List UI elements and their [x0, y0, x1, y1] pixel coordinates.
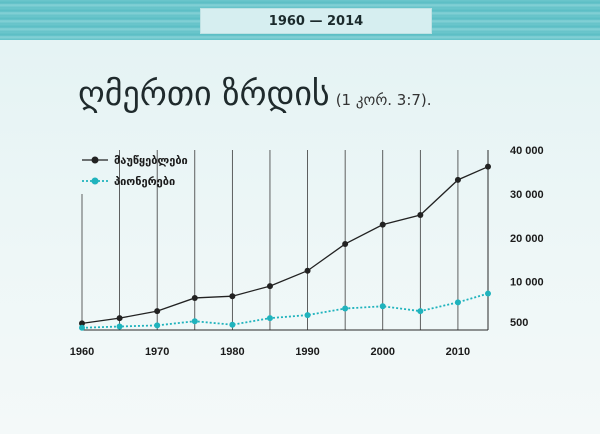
data-point — [154, 322, 161, 329]
data-point — [154, 308, 161, 315]
legend-label-0: მაუწყებლები — [114, 154, 188, 167]
data-point — [454, 299, 461, 306]
x-tick-label-1990: 1990 — [295, 346, 319, 358]
title-reference: (1 კორ. 3:7). — [335, 91, 432, 109]
data-point — [229, 321, 236, 328]
year-range-badge: 1960 — 2014 — [200, 8, 432, 34]
data-point — [79, 320, 85, 327]
data-point — [417, 308, 424, 315]
series-line-0 — [81, 166, 489, 325]
y-tick-label: 500 — [510, 317, 528, 329]
x-tick-label-1960: 1960 — [70, 346, 94, 358]
legend-label-1: პიონერები — [114, 175, 175, 188]
data-point — [485, 290, 491, 297]
data-point — [229, 293, 236, 300]
data-point — [304, 267, 311, 274]
x-tick-label-1970: 1970 — [145, 346, 169, 358]
title-main: ღმერთი ზრდის — [78, 74, 330, 114]
x-tick-label-2010: 2010 — [446, 346, 470, 358]
series-group — [79, 163, 491, 331]
page-title: ღმერთი ზრდის (1 კორ. 3:7). — [78, 74, 432, 114]
data-point — [266, 315, 273, 322]
x-tick-label-1980: 1980 — [220, 346, 244, 358]
data-point — [379, 303, 386, 310]
data-point — [379, 221, 386, 228]
data-point — [304, 312, 311, 319]
data-point — [342, 240, 349, 247]
data-point — [79, 324, 85, 331]
x-tick-label-2000: 2000 — [370, 346, 394, 358]
data-point — [342, 305, 349, 312]
y-tick-label: 10 000 — [510, 277, 544, 289]
data-point — [191, 294, 198, 301]
legend-swatch-marker-1 — [91, 177, 99, 185]
data-point — [116, 315, 123, 322]
legend-swatch-marker-0 — [91, 156, 99, 164]
data-point — [116, 323, 123, 330]
data-point — [485, 163, 491, 170]
data-point — [266, 283, 273, 290]
data-point — [454, 176, 461, 183]
data-point — [417, 211, 424, 218]
axes: 1960 1970 1980 1990 2000 2010 500 10 000 20 000 3… — [70, 145, 544, 358]
y-tick-label: 40 000 — [510, 145, 544, 157]
y-tick-label: 30 000 — [510, 189, 544, 201]
series-line-1 — [81, 292, 489, 329]
y-tick-label: 20 000 — [510, 233, 544, 245]
data-point — [191, 318, 198, 325]
legend: მაუწყებლები პიონერები — [82, 154, 188, 188]
